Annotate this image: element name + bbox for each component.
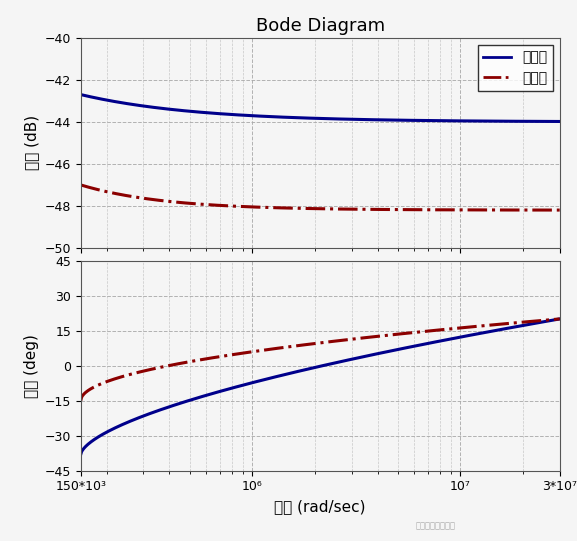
有解耦 xyxy=(359,206,366,213)
有解耦 xyxy=(438,207,445,213)
有解耦 xyxy=(397,206,404,213)
无解耦 xyxy=(77,91,84,98)
X-axis label: 频率 (rad/sec): 频率 (rad/sec) xyxy=(275,499,366,514)
无解耦 xyxy=(162,105,169,112)
有解耦 xyxy=(556,207,563,213)
无解耦 xyxy=(397,117,404,123)
有解耦 xyxy=(162,198,169,204)
Legend: 无解耦, 有解耦: 无解耦, 有解耦 xyxy=(478,45,553,91)
Y-axis label: 相位 (deg): 相位 (deg) xyxy=(24,334,39,398)
无解耦 xyxy=(556,118,563,125)
Line: 有解耦: 有解耦 xyxy=(81,185,560,210)
有解耦 xyxy=(200,201,207,208)
有解耦 xyxy=(77,182,84,188)
Line: 无解耦: 无解耦 xyxy=(81,95,560,122)
无解耦 xyxy=(200,109,207,116)
Y-axis label: 幅値 (dB): 幅値 (dB) xyxy=(24,115,39,170)
Title: Bode Diagram: Bode Diagram xyxy=(256,17,385,35)
有解耦 xyxy=(294,205,301,212)
Text: 罗德与施瓦茨中国: 罗德与施瓦茨中国 xyxy=(415,521,455,530)
无解耦 xyxy=(294,115,301,121)
无解耦 xyxy=(359,116,366,123)
无解耦 xyxy=(438,117,445,124)
